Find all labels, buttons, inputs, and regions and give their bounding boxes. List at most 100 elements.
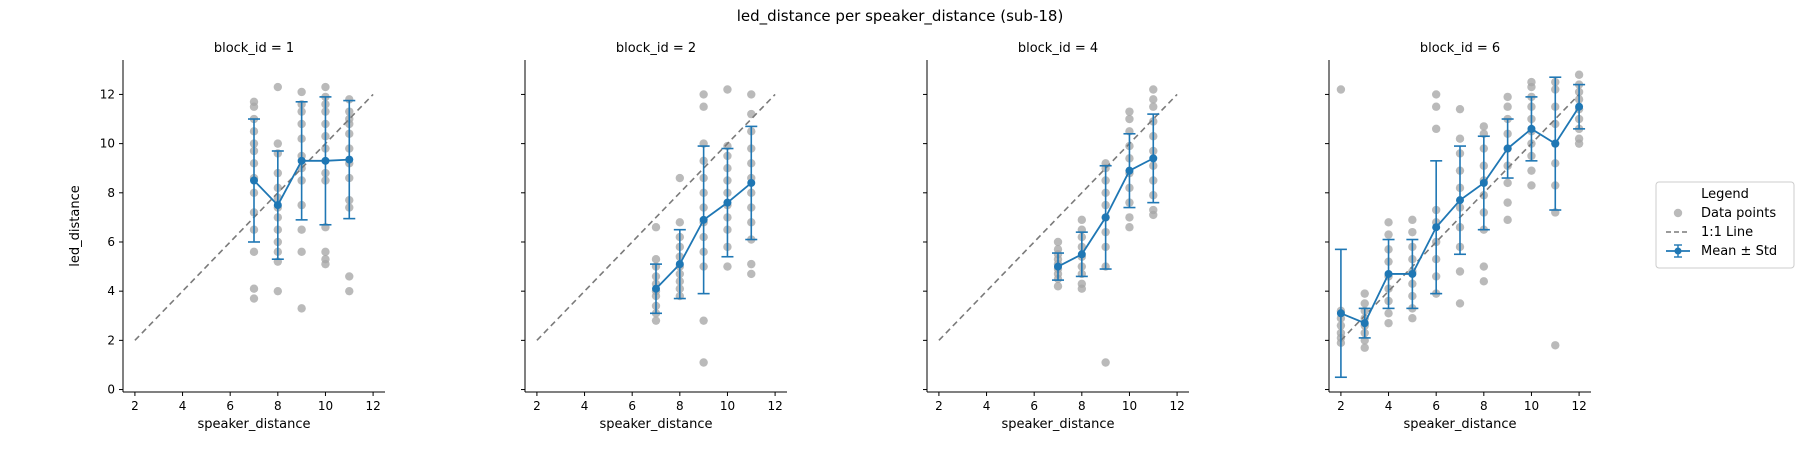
data-point [1574,70,1584,79]
x-tick-label: 12 [1571,399,1586,413]
x-tick-label: 8 [274,399,282,413]
data-point [321,247,330,257]
data-point [747,90,756,99]
data-point [1053,282,1063,291]
data-point [699,90,708,99]
legend-label: Data points [1701,206,1776,221]
data-point [1408,314,1417,323]
identity-line [536,93,776,341]
x-tick-label: 10 [318,399,333,413]
data-point [1551,341,1560,350]
mean-marker [1336,309,1345,318]
data-point [273,286,283,296]
data-point [249,97,259,107]
data-point [1527,166,1536,175]
mean-marker [1575,102,1584,111]
data-point [1455,299,1465,308]
identity-line [938,93,1178,341]
data-point [1101,358,1110,367]
x-axis-label: speaker_distance [1404,417,1517,432]
data-point [297,225,306,234]
data-point [1384,318,1393,328]
data-point [1125,114,1134,124]
panels: block_id = 1 2 4 6 8 10 12 0 2 4 6 8 10 12 speaker_dis… [68,41,1591,432]
panel-4: block_id = 6 2 4 6 8 10 12 speaker_distance [1325,41,1591,432]
data-point [651,255,661,264]
data-point [723,262,732,271]
x-tick-label: 6 [1030,399,1038,413]
data-point [1503,102,1512,111]
mean-marker [1149,154,1158,163]
mean-marker [1054,262,1062,271]
panel-title: block_id = 1 [214,41,294,56]
x-tick-label: 2 [935,399,943,413]
x-tick-label: 10 [1524,399,1539,413]
mean-marker [1125,166,1134,175]
x-tick-label: 4 [983,399,991,413]
mean-marker [652,284,660,293]
x-tick-label: 8 [1078,399,1086,413]
y-tick-label: 6 [107,235,115,249]
panel-2: block_id = 2 2 4 6 8 10 12 speaker_distance [521,41,787,432]
data-point [1431,90,1441,99]
panel-title: block_id = 2 [616,41,696,56]
x-tick-label: 6 [628,399,636,413]
data-point [1053,237,1063,247]
data-point [747,269,756,279]
y-tick-label: 12 [100,87,115,101]
data-point [1384,218,1393,227]
mean-marker [1360,319,1369,328]
legend-label: 1:1 Line [1701,225,1753,240]
mean-marker [1527,124,1536,133]
data-point [1574,134,1584,143]
data-point [249,294,259,303]
mean-marker [675,260,684,269]
x-tick-label: 2 [533,399,541,413]
mean-marker [1456,196,1464,205]
x-tick-label: 12 [1169,399,1184,413]
y-tick-label: 8 [107,186,115,200]
data-point [723,85,732,94]
x-axis-label: speaker_distance [600,417,713,432]
mean-marker [1408,269,1417,278]
mean-marker [747,178,756,187]
data-point [1479,262,1489,271]
x-axis-label: speaker_distance [1002,417,1115,432]
y-axis-label: led_distance [68,185,83,266]
panel-3: block_id = 4 2 4 6 8 10 12 speaker_distance [923,41,1189,432]
data-point [1384,230,1393,239]
data-point [699,316,708,325]
figure-title: led_distance per speaker_distance (sub-1… [737,7,1064,26]
data-point [1503,215,1512,225]
data-point [321,82,330,92]
data-point [1408,215,1417,225]
data-point [345,272,354,281]
data-point [1360,343,1369,352]
data-point [1384,309,1393,318]
x-tick-label: 4 [581,399,589,413]
data-point [1053,245,1063,254]
data-point [249,284,259,293]
mean-marker [1503,144,1512,153]
legend-box [1655,181,1795,269]
mean-marker [321,156,330,165]
data-point [1479,277,1489,286]
legend-label: Mean ± Std [1701,244,1777,259]
legend-title: Legend [1701,187,1749,202]
data-point [297,304,306,313]
data-point [1431,102,1441,111]
x-tick-label: 4 [1385,399,1393,413]
data-point [273,82,283,92]
data-point [1149,205,1158,215]
mean-marker [1101,213,1110,222]
data-point [1455,134,1465,143]
mean-marker [250,176,258,185]
x-axis-label: speaker_distance [198,417,311,432]
legend-marker-mean-dot [1674,247,1682,255]
data-point [297,247,306,257]
y-tick-label: 0 [107,383,115,397]
x-tick-label: 6 [1432,399,1440,413]
data-point [1125,107,1134,116]
data-point [1527,77,1536,87]
